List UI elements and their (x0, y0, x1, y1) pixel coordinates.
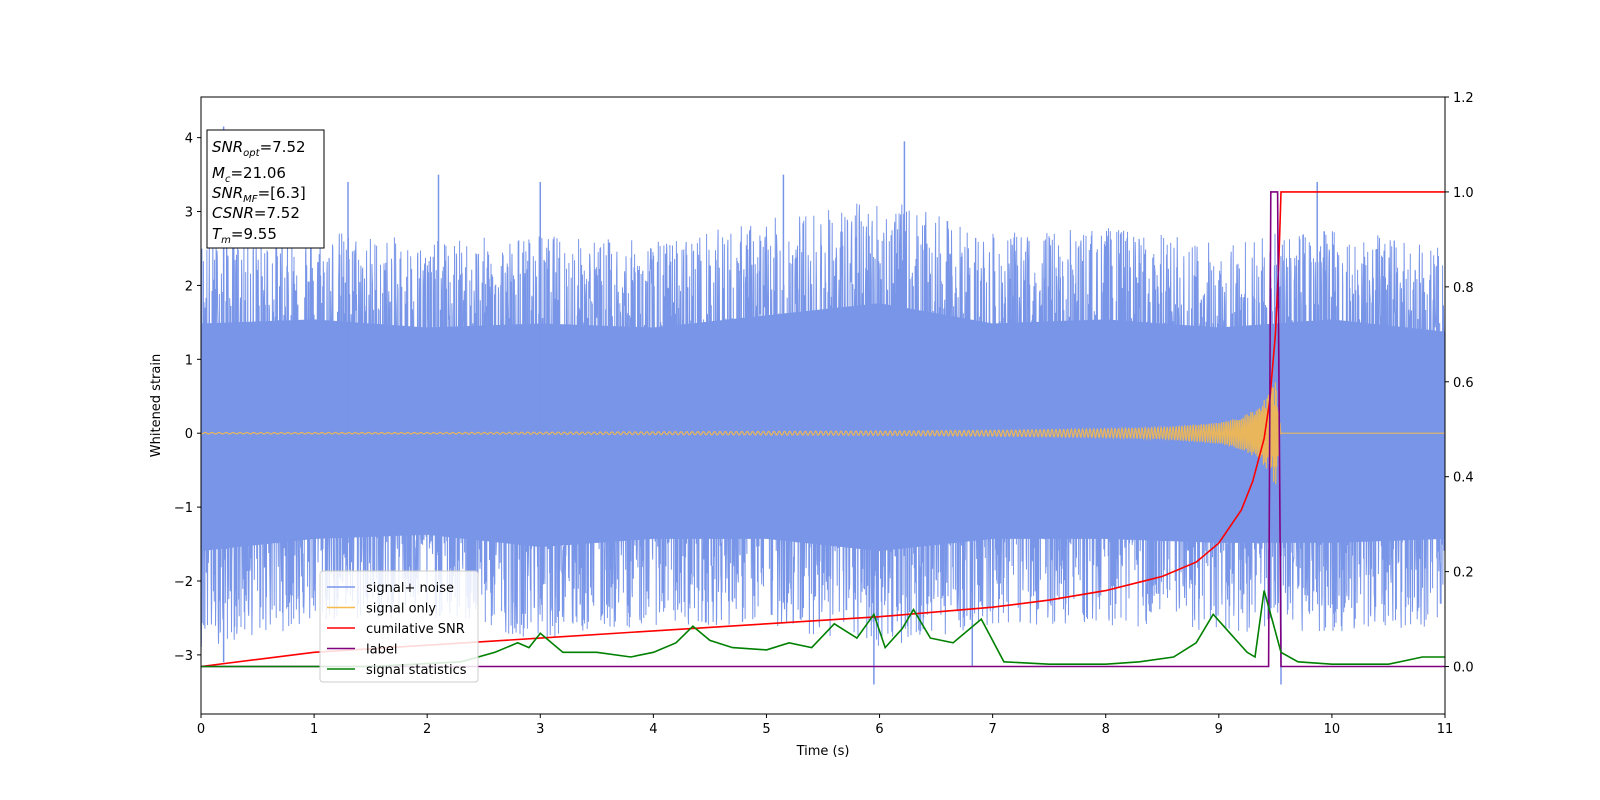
y2-tick-label-3: 0.6 (1453, 376, 1474, 391)
legend-item-label-label: label (366, 643, 397, 658)
series-layer (201, 126, 1445, 685)
x-tick-label-6: 6 (875, 722, 883, 737)
x-tick-label-2: 2 (423, 722, 431, 737)
y2-axis-ticks: 0.0 0.2 0.4 0.6 0.8 1.0 1.2 (1445, 91, 1474, 676)
legend-item-signal-noise-label: signal+ noise (366, 581, 454, 596)
x-tick-label-5: 5 (762, 722, 770, 737)
y-tick-label-5: 2 (185, 279, 193, 294)
annotation-csnr: CSNR=7.52 (212, 204, 300, 222)
legend-item-signal-statistics-label: signal statistics (366, 663, 467, 678)
x-axis-label: Time (s) (796, 744, 850, 759)
series-signal-only-line (201, 382, 1445, 485)
axes-frame (200, 96, 1446, 715)
y-tick-label-1: −2 (174, 575, 193, 590)
x-tick-label-8: 8 (1102, 722, 1110, 737)
y-tick-label-4: 1 (185, 353, 193, 368)
y-axis-label: Whitened strain (149, 354, 164, 457)
y-tick-label-7: 4 (185, 132, 193, 147)
plot-area (200, 96, 1446, 715)
series-label-line (201, 191, 1445, 668)
annotation-snr-mf: SNRMF=[6.3] (212, 184, 306, 205)
x-tick-label-9: 9 (1215, 722, 1223, 737)
y-tick-label-6: 3 (185, 206, 193, 221)
annotation-snr-opt: SNRopt=7.52 (212, 138, 306, 159)
y-tick-label-3: 0 (185, 427, 193, 442)
y2-tick-label-2: 0.4 (1453, 471, 1474, 486)
annotation-box: SNRopt=7.52 Mc=21.06 SNRMF=[6.3] CSNR=7.… (206, 129, 325, 249)
y2-tick-label-4: 0.8 (1453, 281, 1474, 296)
series-signal-noise-core (201, 303, 1445, 552)
annotation-mc: Mc=21.06 (212, 164, 286, 185)
x-axis-ticks: 0 1 2 3 4 5 6 7 8 9 10 11 (197, 714, 1453, 737)
legend: signal+ noise signal only cumilative SNR la… (319, 570, 479, 683)
x-tick-label-11: 11 (1437, 722, 1454, 737)
y2-tick-label-6: 1.2 (1453, 91, 1474, 106)
legend-item-signal-only-label: signal only (366, 602, 436, 617)
x-tick-label-10: 10 (1324, 722, 1341, 737)
y-tick-label-2: −1 (174, 501, 193, 516)
legend-item-cumilative-snr: cumilative SNR (327, 622, 465, 637)
x-tick-label-0: 0 (197, 722, 205, 737)
y2-tick-label-1: 0.2 (1453, 566, 1474, 581)
x-tick-label-7: 7 (988, 722, 996, 737)
legend-item-signal-only: signal only (327, 602, 436, 617)
x-tick-label-4: 4 (649, 722, 657, 737)
legend-item-label: label (327, 643, 397, 658)
y-axis-ticks: −3 −2 −1 0 1 2 3 4 (174, 132, 201, 664)
y2-tick-label-0: 0.0 (1453, 661, 1474, 676)
annotation-tm: Tm=9.55 (212, 225, 277, 246)
y-tick-label-0: −3 (174, 649, 193, 664)
legend-item-signal-statistics: signal statistics (327, 663, 467, 678)
legend-frame (319, 570, 479, 683)
y2-tick-label-5: 1.0 (1453, 186, 1474, 201)
series-cumilative-snr-line (201, 191, 1445, 668)
legend-item-cumilative-snr-label: cumilative SNR (366, 622, 465, 637)
series-signal-statistics-line (201, 590, 1445, 668)
x-tick-label-3: 3 (536, 722, 544, 737)
legend-item-signal-noise: signal+ noise (327, 581, 454, 596)
annotation-frame (206, 129, 325, 249)
x-tick-label-1: 1 (310, 722, 318, 737)
